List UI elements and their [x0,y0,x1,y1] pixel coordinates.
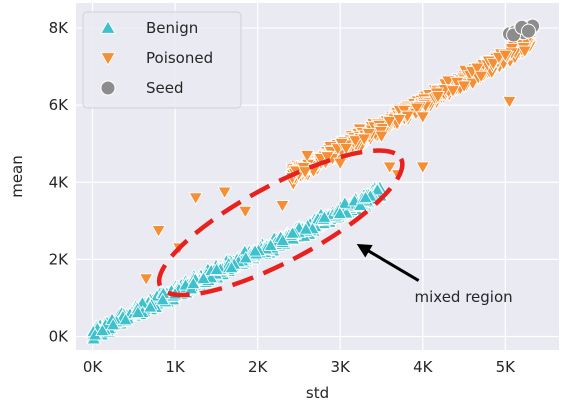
x-tick-label: 1K [165,358,186,376]
poisoned-point [275,200,290,213]
benign-point [196,271,211,284]
y-tick-label: 0K [49,328,70,346]
benign-point [95,323,110,336]
poisoned-point [517,45,532,59]
annotations: mixed region [156,148,513,306]
benign-point [186,276,201,290]
poisoned-point [299,150,315,163]
annotation-arrow-line [366,248,420,282]
annotation-text: mixed region [415,288,513,306]
poisoned-point [502,96,517,109]
poisoned-point [333,157,348,171]
x-axis-label: std [306,384,329,402]
benign-point [317,210,332,223]
poisoned-point [338,142,354,156]
y-tick-label: 8K [49,19,70,37]
legend: Benign Poisoned Seed [82,11,242,109]
benign-point [358,190,373,203]
annotation-arrow-head [356,243,373,258]
x-tick-label: 2K [248,358,269,376]
poisoned-point [320,151,335,164]
y-tick-label: 6K [49,96,70,114]
poisoned-point [473,70,489,84]
benign-point [118,312,133,326]
y-tick-label: 4K [49,173,70,191]
poisoned-point [188,192,203,206]
poisoned-point [238,205,253,219]
x-tick-label: 3K [331,358,352,376]
benign-point [247,243,263,257]
poisoned-point [470,62,485,76]
legend-label: Seed [146,79,184,97]
poisoned-point [356,133,372,147]
poisoned-point [138,273,154,286]
legend-label: Poisoned [146,49,213,67]
benign-point [143,299,158,313]
poisoned-point [348,135,363,148]
benign-point [130,305,146,318]
poisoned-point [498,49,513,63]
benign-point [275,233,290,246]
poisoned-point [409,102,425,116]
poisoned-point [415,111,430,125]
benign-point [285,225,300,239]
x-tick-label: 4K [413,358,434,376]
benign-point [353,198,368,211]
legend-marker [100,52,116,66]
poisoned-point [374,130,389,144]
data-points [85,18,541,345]
benign-point [370,182,385,196]
y-tick-label: 2K [49,250,70,268]
poisoned-point [486,57,501,71]
seed-point [520,23,536,39]
poisoned-point [382,116,397,129]
poisoned-point [151,225,166,238]
legend-box [82,11,242,109]
poisoned-point [415,161,430,175]
benign-point [263,238,278,251]
poisoned-point [217,186,232,200]
poisoned-point [456,80,472,94]
x-tick-label: 0K [83,358,104,376]
grid [76,3,559,350]
benign-point [209,262,224,275]
benign-point [155,292,170,306]
benign-point [332,206,348,219]
legend-marker [100,20,116,34]
x-tick-label: 5K [496,358,517,376]
benign-point [105,317,121,331]
poisoned-point [430,91,446,104]
benign-point [238,250,253,264]
legend-label: Benign [146,19,198,37]
tick-labels: 0K 1K 2K 3K 4K 5K 0K 2K 4K 6K 8K [49,19,517,376]
poisoned-point [392,114,407,127]
y-axis-label: mean [8,155,26,198]
poisoned-point [382,161,397,175]
benign-point [298,221,314,235]
legend-marker [100,80,116,96]
benign-point [224,260,239,274]
poisoned-point [445,85,461,98]
mixed-region-ellipse [156,148,405,298]
poisoned-point [297,166,313,179]
